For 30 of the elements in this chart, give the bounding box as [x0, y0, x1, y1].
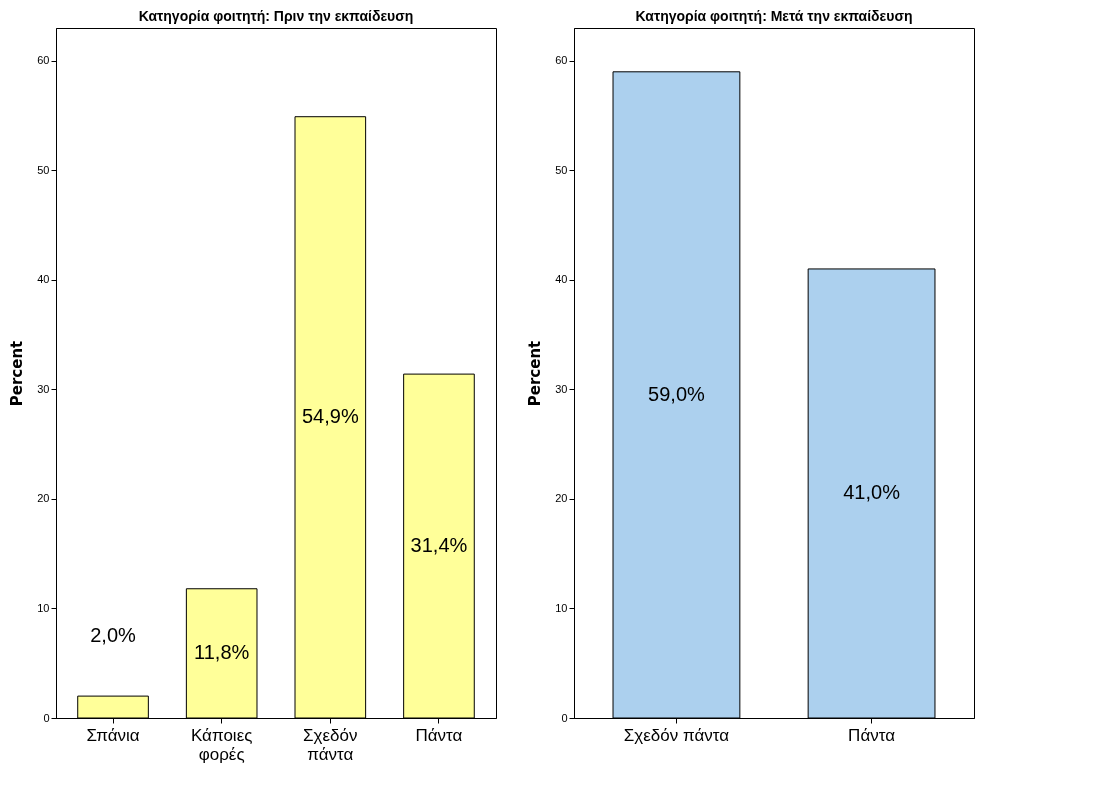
- y-tick-label: 40: [555, 273, 568, 286]
- data-label: 59,0%: [648, 382, 706, 405]
- data-label: 54,9%: [301, 405, 359, 428]
- x-tick-label: Σπάνια: [86, 725, 140, 745]
- y-tick-label: 20: [555, 492, 568, 505]
- x-tick-label: Πάντα: [848, 725, 896, 745]
- chart-title: Κατηγορία φοιτητή: Πριν την εκπαίδευση: [138, 8, 414, 24]
- x-tick-label: Κάποιες φορές: [190, 725, 253, 764]
- chart-title: Κατηγορία φοιτητή: Μετά την εκπαίδευση: [635, 8, 913, 24]
- x-tick-label: Σχεδόν πάντα: [303, 725, 358, 764]
- data-label: 11,8%: [194, 641, 250, 664]
- y-tick-label: 0: [43, 711, 50, 724]
- x-tick-label: Πάντα: [415, 725, 463, 745]
- y-tick-label: 60: [555, 54, 568, 67]
- y-tick-label: 50: [555, 163, 568, 176]
- y-tick-label: 30: [37, 382, 50, 395]
- data-label: 31,4%: [410, 534, 468, 557]
- data-label: 41,0%: [843, 481, 901, 504]
- y-tick-label: 60: [37, 54, 50, 67]
- x-tick-label: Σχεδόν πάντα: [623, 725, 730, 745]
- y-tick-label: 0: [561, 711, 568, 724]
- data-label: 2,0%: [90, 623, 137, 646]
- y-tick-label: 10: [555, 601, 568, 614]
- y-tick-label: 10: [37, 601, 50, 614]
- y-tick-label: 50: [37, 163, 50, 176]
- y-axis-title: Percent: [526, 340, 545, 407]
- y-tick-label: 40: [37, 273, 50, 286]
- y-tick-label: 30: [555, 382, 568, 395]
- y-tick-label: 20: [37, 492, 50, 505]
- y-axis-title: Percent: [8, 340, 27, 407]
